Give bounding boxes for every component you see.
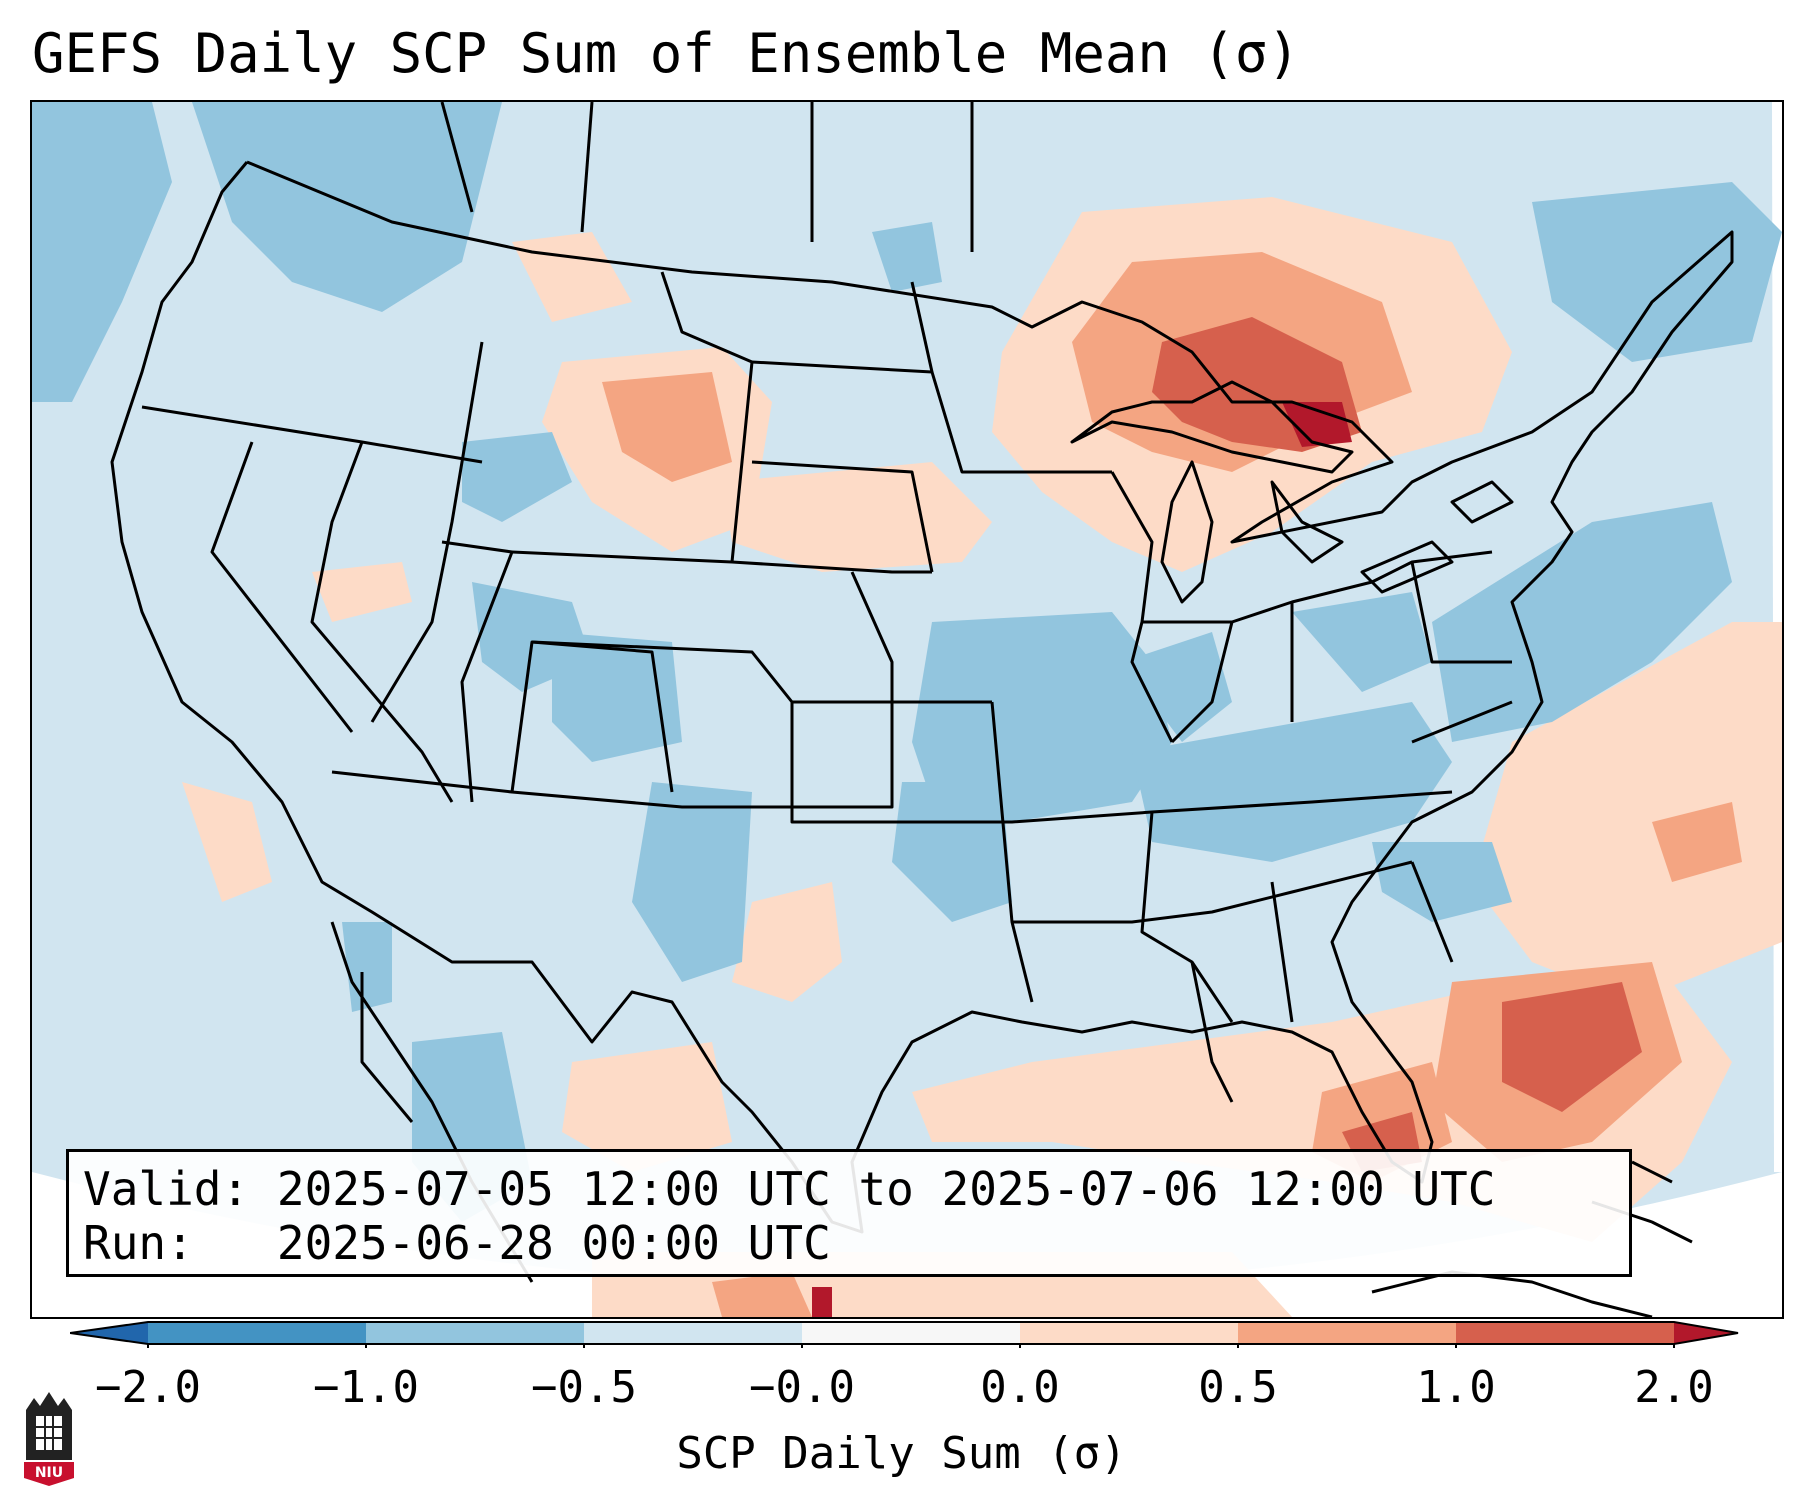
projection-outside-area <box>32 1172 1782 1317</box>
colorbar-over-triangle <box>1674 1322 1738 1344</box>
colorbar-bin-m1-m05 <box>366 1322 584 1344</box>
valid-label: Valid: <box>83 1162 250 1216</box>
great-lakes <box>1070 380 1514 604</box>
colorbar-tick-label: 2.0 <box>1634 1362 1714 1413</box>
boundary-lines <box>110 102 1734 1317</box>
valid-value: 2025-07-05 12:00 UTC to 2025-07-06 12:00… <box>276 1162 1496 1216</box>
colorbar-tick-label: −1.0 <box>313 1362 419 1413</box>
colorbar-bin-0-05 <box>1020 1322 1238 1344</box>
cuba <box>1371 1270 1653 1317</box>
colorbar-tick-label: −0.0 <box>749 1362 855 1413</box>
colorbar-under-triangle <box>70 1322 148 1344</box>
negative-anomaly-shading <box>32 102 1782 1222</box>
us-outline <box>110 160 1734 1234</box>
colorbar-tick-label: −2.0 <box>95 1362 201 1413</box>
colorbar-bin-m0-0 <box>802 1322 1020 1344</box>
colorbar-bin-m05-m0 <box>584 1322 802 1344</box>
colorbar-label: SCP Daily Sum (σ) <box>676 1428 1127 1479</box>
colorbar-bin-1-2 <box>1456 1322 1674 1344</box>
run-label: Run: <box>83 1216 194 1270</box>
map-canvas <box>32 102 1782 1317</box>
valid-run-info-box: Valid: 2025-07-05 12:00 UTC to 2025-07-0… <box>66 1149 1632 1277</box>
colorbar-bin-m2-m1 <box>148 1322 366 1344</box>
colorbar-tick-label: 0.5 <box>1198 1362 1278 1413</box>
colorbar-tick-label: 0.0 <box>980 1362 1060 1413</box>
niu-logo: NIU <box>24 1392 74 1486</box>
colorbar-bin-05-1 <box>1238 1322 1456 1344</box>
niu-logo-text: NIU <box>35 1465 63 1481</box>
colorbar-ticks <box>147 1344 1675 1348</box>
map-title: GEFS Daily SCP Sum of Ensemble Mean (σ) <box>32 22 1300 85</box>
colorbar-tick-label: −0.5 <box>531 1362 637 1413</box>
valid-row: Valid: 2025-07-05 12:00 UTC to 2025-07-0… <box>83 1162 1615 1216</box>
run-row: Run: 2025-06-28 00:00 UTC <box>83 1216 1615 1270</box>
colorbar <box>70 1321 1739 1348</box>
run-value: 2025-06-28 00:00 UTC <box>276 1216 831 1270</box>
colorbar-tick-label: 1.0 <box>1416 1362 1496 1413</box>
map-panel <box>30 100 1784 1319</box>
